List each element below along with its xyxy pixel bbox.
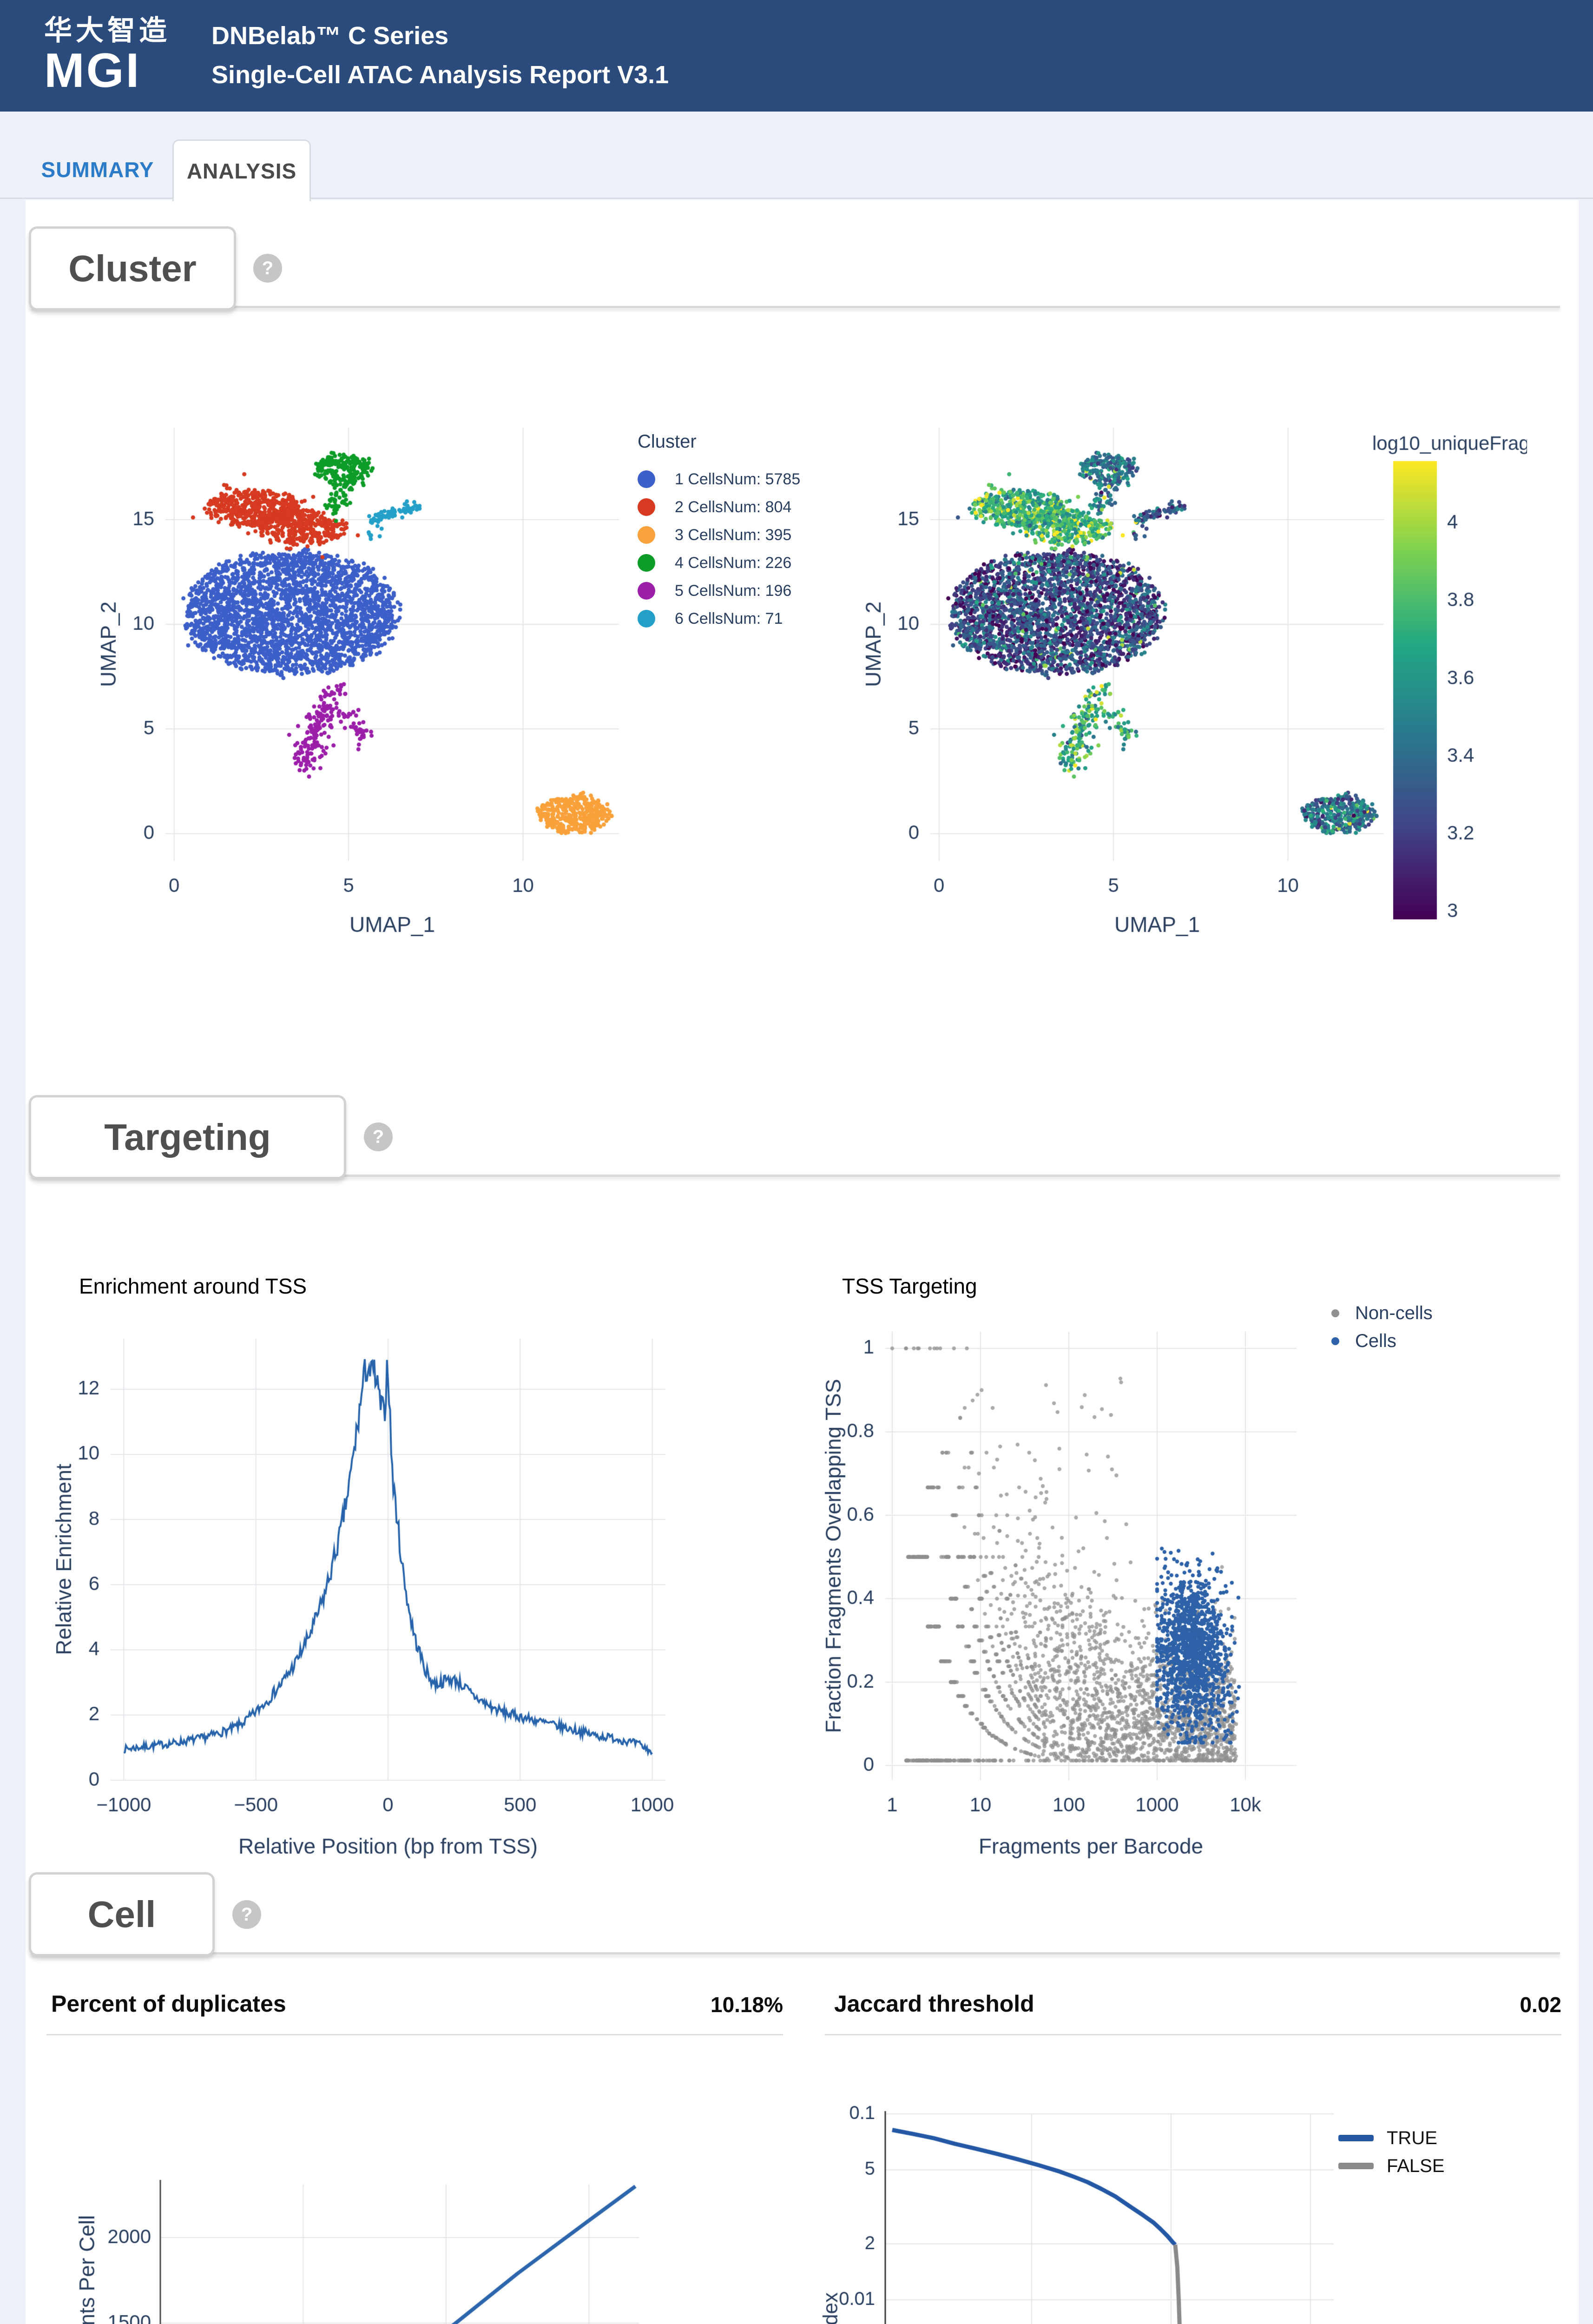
legend-dot-icon xyxy=(638,582,655,600)
report-title-line1: DNBelab™ C Series xyxy=(211,22,449,50)
legend-dot-icon xyxy=(1331,1337,1339,1345)
legend-dot-icon xyxy=(638,554,655,572)
tss-enrichment-chart[interactable] xyxy=(46,1255,711,1873)
section-title-cluster: Cluster xyxy=(29,226,236,310)
mgi-logo-text: MGI xyxy=(44,44,141,98)
jaccard-legend-label: FALSE xyxy=(1387,2155,1445,2176)
umap-uniquefrags-chart[interactable] xyxy=(849,404,1527,990)
stat-label-duplicates: Percent of duplicates xyxy=(51,1991,286,2017)
jaccard-legend-item[interactable]: FALSE xyxy=(1338,2152,1445,2180)
tabbar-divider xyxy=(0,198,1593,199)
app-header: 华大智造 MGI DNBelab™ C Series Single-Cell A… xyxy=(0,0,1593,112)
report-title: DNBelab™ C Series Single-Cell ATAC Analy… xyxy=(211,17,669,94)
section-title-cell: Cell xyxy=(29,1872,215,1956)
umap-cluster-chart[interactable] xyxy=(84,404,637,990)
tss-legend-item[interactable]: Non-cells xyxy=(1327,1299,1433,1327)
cluster-legend-item[interactable]: 1 CellsNum: 5785 xyxy=(638,465,800,493)
legend-dot-icon xyxy=(638,610,655,627)
section-title-targeting: Targeting xyxy=(29,1095,346,1179)
stat-value-duplicates: 10.18% xyxy=(710,1993,783,2017)
cluster-legend-label: 2 CellsNum: 804 xyxy=(675,498,792,516)
section-divider-cell xyxy=(31,1952,1560,1954)
jaccard-legend-item[interactable]: TRUE xyxy=(1338,2124,1445,2152)
cluster-legend-label: 4 CellsNum: 226 xyxy=(675,554,792,572)
legend-dot-icon xyxy=(638,526,655,544)
legend-line-icon xyxy=(1338,2163,1374,2169)
mgi-logo-chinese: 华大智造 xyxy=(44,15,171,46)
cluster-legend-item[interactable]: 6 CellsNum: 71 xyxy=(638,605,800,633)
cluster-legend-item[interactable]: 5 CellsNum: 196 xyxy=(638,577,800,605)
cluster-legend-item[interactable]: 2 CellsNum: 804 xyxy=(638,493,800,521)
tss-legend-item[interactable]: Cells xyxy=(1327,1327,1433,1355)
tab-analysis[interactable]: ANALYSIS xyxy=(172,139,311,201)
cluster-legend-label: 3 CellsNum: 395 xyxy=(675,526,792,544)
section-divider-targeting xyxy=(31,1175,1560,1177)
section-divider-cluster xyxy=(31,306,1560,308)
help-icon-cluster[interactable]: ? xyxy=(253,254,282,283)
tss-targeting-legend: Non-cells Cells xyxy=(1327,1299,1433,1355)
cluster-legend: Cluster 1 CellsNum: 5785 2 CellsNum: 804 3 … xyxy=(638,431,800,633)
legend-line-icon xyxy=(1338,2135,1374,2141)
tss-targeting-chart[interactable] xyxy=(813,1255,1593,1873)
cluster-legend-label: 5 CellsNum: 196 xyxy=(675,581,792,600)
mgi-logo: 华大智造 MGI xyxy=(44,17,171,95)
report-title-line2: Single-Cell ATAC Analysis Report V3.1 xyxy=(211,61,669,89)
read-saturation-chart[interactable] xyxy=(46,2064,790,2324)
analysis-content: Cluster ? Cluster 1 CellsNum: 5785 2 Cells… xyxy=(26,200,1593,2324)
tss-legend-label: Non-cells xyxy=(1355,1302,1433,1323)
help-icon-targeting[interactable]: ? xyxy=(364,1122,393,1151)
cluster-legend-item[interactable]: 4 CellsNum: 226 xyxy=(638,549,800,577)
jaccard-index-chart[interactable] xyxy=(790,2064,1580,2324)
stat-underline-duplicates xyxy=(46,2034,783,2035)
tab-summary[interactable]: SUMMARY xyxy=(41,158,154,182)
help-icon-cell[interactable]: ? xyxy=(232,1900,261,1929)
tss-legend-label: Cells xyxy=(1355,1330,1396,1351)
legend-dot-icon xyxy=(1331,1309,1339,1317)
stat-value-jaccard: 0.02 xyxy=(1520,1993,1561,2017)
cluster-legend-title: Cluster xyxy=(638,431,697,452)
legend-dot-icon xyxy=(638,470,655,488)
legend-dot-icon xyxy=(638,498,655,516)
stat-label-jaccard: Jaccard threshold xyxy=(834,1991,1034,2017)
jaccard-legend: TRUE FALSE xyxy=(1338,2124,1445,2180)
cluster-legend-label: 6 CellsNum: 71 xyxy=(675,609,783,627)
cluster-legend-label: 1 CellsNum: 5785 xyxy=(675,470,801,488)
stat-underline-jaccard xyxy=(825,2034,1561,2035)
jaccard-legend-label: TRUE xyxy=(1387,2127,1437,2148)
cluster-legend-item[interactable]: 3 CellsNum: 395 xyxy=(638,521,800,549)
